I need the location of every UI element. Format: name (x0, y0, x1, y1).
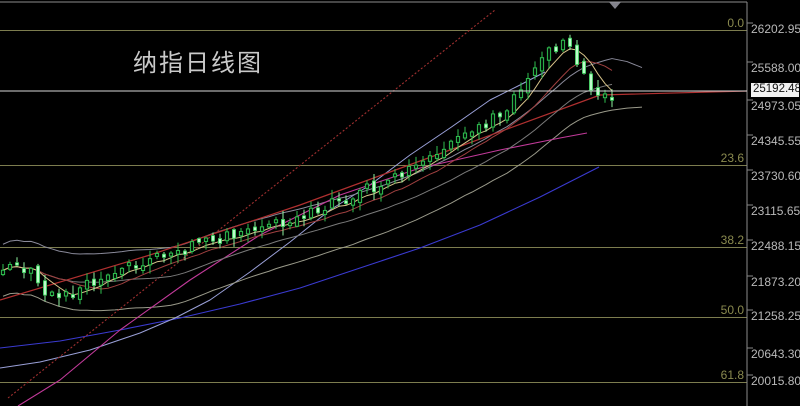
svg-text:38.2: 38.2 (721, 233, 745, 247)
svg-text:0.0: 0.0 (727, 16, 744, 30)
svg-text:50.0: 50.0 (721, 303, 745, 317)
svg-text:61.8: 61.8 (721, 368, 745, 382)
svg-text:23.6: 23.6 (721, 151, 745, 165)
